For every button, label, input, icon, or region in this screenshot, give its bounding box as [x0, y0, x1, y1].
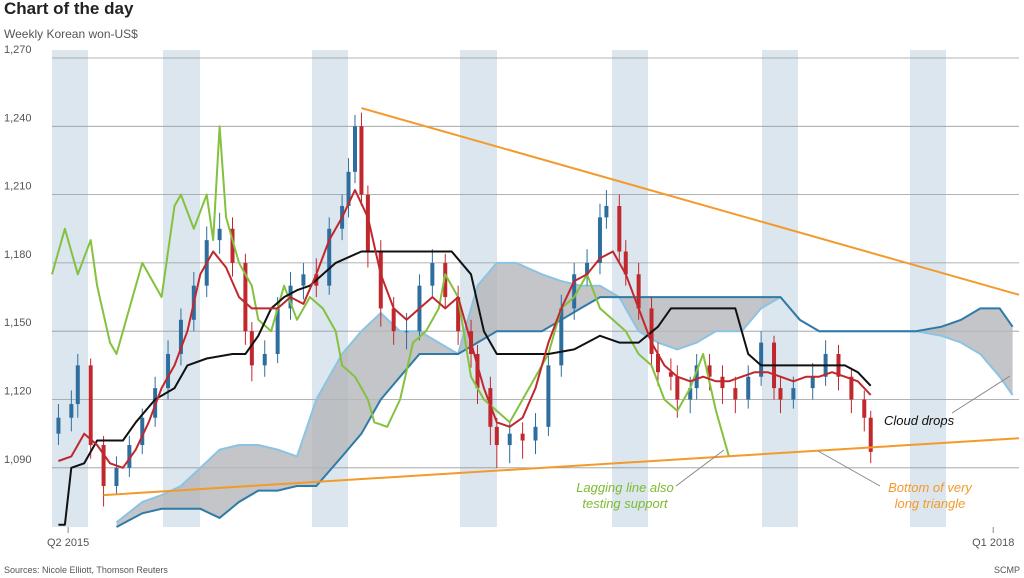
arrow [951, 375, 1011, 414]
candle-body [69, 404, 74, 418]
cloud-fill [116, 262, 1013, 527]
y-tick-label: 1,180 [4, 249, 32, 261]
candle-body [636, 274, 641, 309]
candle-body [507, 433, 512, 446]
indicator-line [58, 189, 872, 469]
candle-body [572, 274, 577, 309]
candle-body [759, 342, 764, 377]
candle-body [791, 388, 796, 400]
candle-body [559, 308, 564, 366]
chart-title: Chart of the day [4, 0, 134, 18]
annotation: Cloud drops [884, 413, 955, 428]
y-tick-label: 1,090 [4, 454, 32, 466]
y-tick-label: 1,270 [4, 44, 32, 56]
candle-body [262, 353, 267, 366]
y-tick-label: 1,150 [4, 317, 32, 329]
candle-body [675, 376, 680, 400]
candle-body [404, 331, 409, 333]
candle-body [166, 353, 171, 389]
x-tick-label: Q1 2018 [972, 537, 1014, 549]
candle-body [707, 365, 712, 377]
candle-body [359, 126, 364, 195]
candle-body [604, 205, 609, 218]
candle-body [178, 319, 183, 354]
background-stripes [52, 50, 946, 527]
candle-body [352, 126, 357, 172]
candles [56, 112, 873, 507]
candle-body [623, 251, 628, 275]
candle-body [617, 205, 622, 252]
annotation: testing support [582, 496, 669, 511]
trend-line [103, 437, 1020, 497]
indicator-line [58, 250, 872, 526]
candle-body [655, 353, 660, 373]
candle-body [862, 399, 867, 418]
candle-body [778, 388, 783, 400]
credit: SCMP [994, 565, 1020, 575]
candle-body [391, 308, 396, 332]
candle-body [720, 376, 725, 389]
candle-body [494, 426, 499, 446]
candle-body [101, 445, 106, 487]
candle-body [456, 297, 461, 332]
source: Sources: Nicole Elliott, Thomson Reuters [4, 565, 168, 575]
x-tick-label: Q2 2015 [47, 537, 89, 549]
stripe [612, 50, 648, 527]
candle-body [849, 376, 854, 400]
stripe [762, 50, 798, 527]
candle-body [327, 228, 332, 286]
arrow [675, 449, 725, 487]
candle-body [585, 262, 590, 275]
candle-body [365, 194, 370, 252]
candle-body [114, 467, 119, 487]
candle-body [140, 417, 145, 446]
axes: 1,090 1,120 1,150 1,180 1,210 1,240 1,270 Q2 20… [4, 44, 1014, 549]
candle-body [301, 274, 306, 286]
annotation: long triangle [895, 496, 966, 511]
candle-body [688, 388, 693, 400]
candle-body [56, 417, 61, 434]
stripe [52, 50, 88, 527]
indicator-lines [51, 107, 1020, 526]
candle-body [217, 228, 222, 241]
stripe [910, 50, 946, 527]
candle-body [668, 372, 673, 377]
chart-subtitle: Weekly Korean won-US$ [4, 27, 138, 41]
candle-body [88, 365, 93, 446]
candle-body [443, 262, 448, 298]
y-tick-label: 1,210 [4, 181, 32, 193]
cloud-span-b [116, 296, 1014, 528]
candle-body [733, 388, 738, 400]
candle-body [868, 417, 873, 452]
candle-body [746, 376, 751, 400]
trend-line [361, 107, 1020, 296]
candle-body [533, 426, 538, 441]
cloud [115, 261, 1014, 528]
y-tick-label: 1,240 [4, 112, 32, 124]
candle-body [520, 433, 525, 441]
candle-body [546, 365, 551, 427]
arrow [817, 450, 881, 487]
candle-body [694, 365, 699, 389]
candle-body [346, 171, 351, 206]
candle-body [230, 228, 235, 263]
candle-body [127, 445, 132, 468]
candle-body [475, 353, 480, 389]
candle-body [430, 262, 435, 286]
candle-body [75, 365, 80, 405]
candle-body [378, 251, 383, 309]
annotation: Bottom of very [888, 480, 973, 495]
candle-body [597, 217, 602, 263]
indicator-line [51, 125, 730, 457]
candle-body [810, 376, 815, 389]
candle-body [243, 262, 248, 332]
y-tick-label: 1,120 [4, 386, 32, 398]
candle-body [249, 331, 254, 366]
annotation: Lagging line also [576, 480, 674, 495]
annotation-arrows [675, 375, 1011, 487]
candle-body [275, 308, 280, 354]
